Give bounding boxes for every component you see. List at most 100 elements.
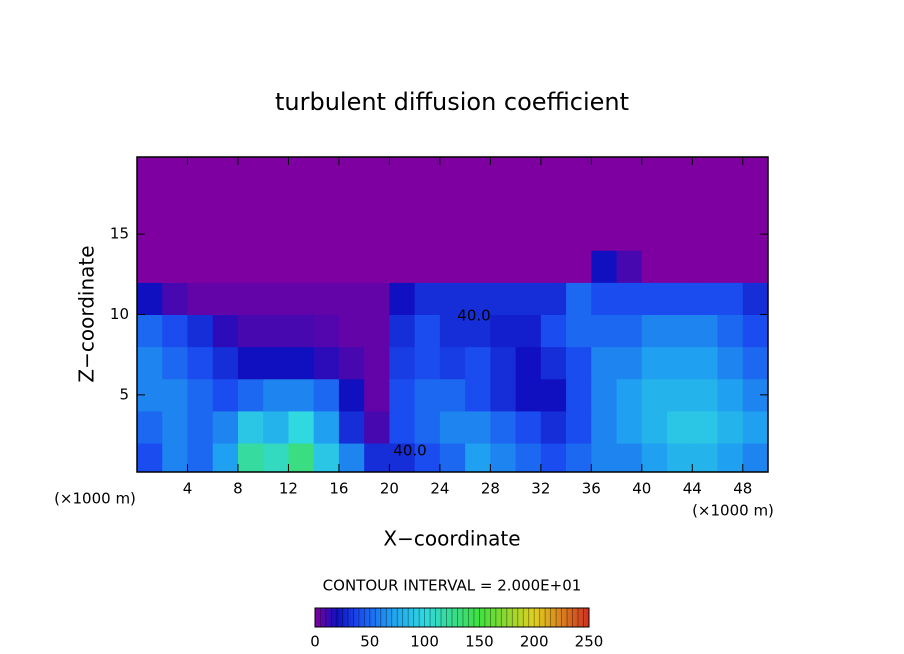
cell xyxy=(288,282,315,315)
cell xyxy=(490,346,517,380)
cell xyxy=(162,314,188,348)
x-tick-label: 4 xyxy=(183,480,193,498)
cell xyxy=(742,250,769,283)
cell xyxy=(237,185,264,219)
cell xyxy=(263,346,289,380)
cell xyxy=(515,314,542,348)
cell xyxy=(540,346,567,380)
cell xyxy=(389,410,416,444)
cell xyxy=(540,410,567,444)
cell xyxy=(616,157,643,187)
cell xyxy=(237,346,264,380)
cell xyxy=(263,314,289,348)
cell xyxy=(439,378,466,412)
cell xyxy=(515,185,542,219)
cell xyxy=(490,282,517,315)
cell xyxy=(212,157,239,187)
colorbar-tick-label: 200 xyxy=(520,633,549,651)
cell xyxy=(162,378,188,412)
cell xyxy=(237,443,264,473)
cell xyxy=(288,378,315,412)
cell xyxy=(515,410,542,444)
cell xyxy=(212,314,239,348)
cell xyxy=(540,157,567,187)
cell xyxy=(641,250,668,283)
cell xyxy=(717,346,744,380)
cell xyxy=(237,250,264,283)
cell xyxy=(667,410,693,444)
cell xyxy=(313,410,340,444)
cell xyxy=(263,282,289,315)
cell xyxy=(313,282,340,315)
cell xyxy=(692,443,719,473)
cell xyxy=(540,443,567,473)
cell xyxy=(692,185,719,219)
cell xyxy=(414,410,441,444)
cell xyxy=(641,218,668,251)
cell xyxy=(515,218,542,251)
cell xyxy=(667,157,693,187)
cell xyxy=(364,314,390,348)
cell xyxy=(237,410,264,444)
cell xyxy=(439,250,466,283)
cell xyxy=(717,250,744,283)
cell xyxy=(717,218,744,251)
cell xyxy=(364,378,390,412)
cell xyxy=(414,157,441,187)
cell xyxy=(162,410,188,444)
cell xyxy=(187,157,214,187)
contour-label: 40.0 xyxy=(393,442,426,460)
cell xyxy=(641,443,668,473)
cell xyxy=(313,250,340,283)
cell xyxy=(237,157,264,187)
cell xyxy=(338,218,365,251)
cell xyxy=(566,314,592,348)
cell xyxy=(515,282,542,315)
cell xyxy=(439,185,466,219)
cell xyxy=(212,185,239,219)
cell xyxy=(742,410,769,444)
cell xyxy=(692,157,719,187)
cell xyxy=(616,282,643,315)
cell xyxy=(591,185,618,219)
cell xyxy=(616,250,643,283)
cell xyxy=(162,443,188,473)
cell xyxy=(338,314,365,348)
x-tick-label: 36 xyxy=(582,480,601,498)
cell xyxy=(490,250,517,283)
cell xyxy=(187,282,214,315)
cell xyxy=(187,250,214,283)
cell xyxy=(162,250,188,283)
cell xyxy=(364,157,390,187)
cell xyxy=(641,410,668,444)
cell xyxy=(465,250,491,283)
cell xyxy=(616,346,643,380)
cell xyxy=(187,314,214,348)
cell xyxy=(313,346,340,380)
cell xyxy=(566,250,592,283)
cell xyxy=(667,282,693,315)
colorbar-tick-label: 0 xyxy=(310,633,320,651)
x-tick-label: 8 xyxy=(233,480,243,498)
cell xyxy=(263,218,289,251)
x-tick-label: 44 xyxy=(683,480,702,498)
cell xyxy=(667,346,693,380)
cell xyxy=(692,250,719,283)
cell xyxy=(692,378,719,412)
cell xyxy=(237,314,264,348)
cell xyxy=(414,314,441,348)
cell xyxy=(566,378,592,412)
cell xyxy=(616,443,643,473)
cell xyxy=(288,410,315,444)
cell xyxy=(591,314,618,348)
cell xyxy=(465,346,491,380)
cell xyxy=(263,250,289,283)
cell xyxy=(389,314,416,348)
cell xyxy=(237,218,264,251)
cell xyxy=(439,314,466,348)
cell xyxy=(313,378,340,412)
cell xyxy=(742,282,769,315)
cell xyxy=(439,218,466,251)
cell xyxy=(742,185,769,219)
cell xyxy=(137,157,163,187)
